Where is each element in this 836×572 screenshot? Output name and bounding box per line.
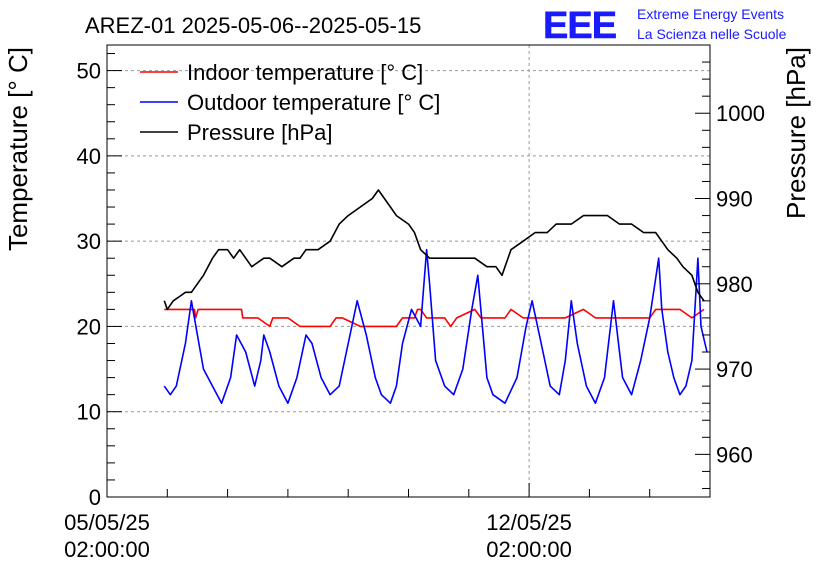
y-axis-right-title: Pressure [hPa] bbox=[781, 47, 811, 219]
y-right-tick-label: 970 bbox=[716, 357, 753, 382]
series-pressure bbox=[163, 189, 705, 311]
x-tick-label-time: 02:00:00 bbox=[486, 537, 572, 562]
y-left-tick-label: 50 bbox=[77, 59, 101, 84]
x-tick-label-date: 12/05/25 bbox=[486, 510, 572, 535]
eee-logo-mark: EEE bbox=[543, 5, 616, 47]
y-left-tick-label: 20 bbox=[77, 314, 101, 339]
series-layer bbox=[163, 189, 708, 405]
legend: Indoor temperature [° C] Outdoor tempera… bbox=[140, 60, 440, 145]
logo-line-2: La Scienza nelle Scuole bbox=[637, 26, 787, 42]
logo-line-1: Extreme Energy Events bbox=[637, 6, 784, 22]
series-indoor-temperature bbox=[164, 308, 705, 328]
y-right-tick-label: 980 bbox=[716, 272, 753, 297]
axes: 01020304050960970980990100005/05/2502:00… bbox=[64, 44, 765, 562]
legend-label-pressure: Pressure [hPa] bbox=[187, 120, 333, 145]
y-axis-left-title: Temperature [° C] bbox=[3, 47, 33, 251]
y-left-tick-label: 10 bbox=[77, 400, 101, 425]
x-tick-label-date: 05/05/25 bbox=[64, 510, 150, 535]
y-right-tick-label: 990 bbox=[716, 187, 753, 212]
grid bbox=[107, 45, 710, 497]
y-left-tick-label: 40 bbox=[77, 144, 101, 169]
series-outdoor-temperature bbox=[163, 248, 708, 405]
x-tick-label-time: 02:00:00 bbox=[64, 537, 150, 562]
y-right-tick-label: 960 bbox=[716, 442, 753, 467]
y-left-tick-label: 0 bbox=[89, 485, 101, 510]
eee-logo: EEE Extreme Energy Events La Scienza nel… bbox=[543, 5, 787, 48]
chart-title: AREZ-01 2025-05-06--2025-05-15 bbox=[85, 13, 421, 38]
y-right-tick-label: 1000 bbox=[716, 101, 765, 126]
legend-label-indoor: Indoor temperature [° C] bbox=[187, 60, 423, 85]
legend-label-outdoor: Outdoor temperature [° C] bbox=[187, 90, 440, 115]
y-left-tick-label: 30 bbox=[77, 229, 101, 254]
